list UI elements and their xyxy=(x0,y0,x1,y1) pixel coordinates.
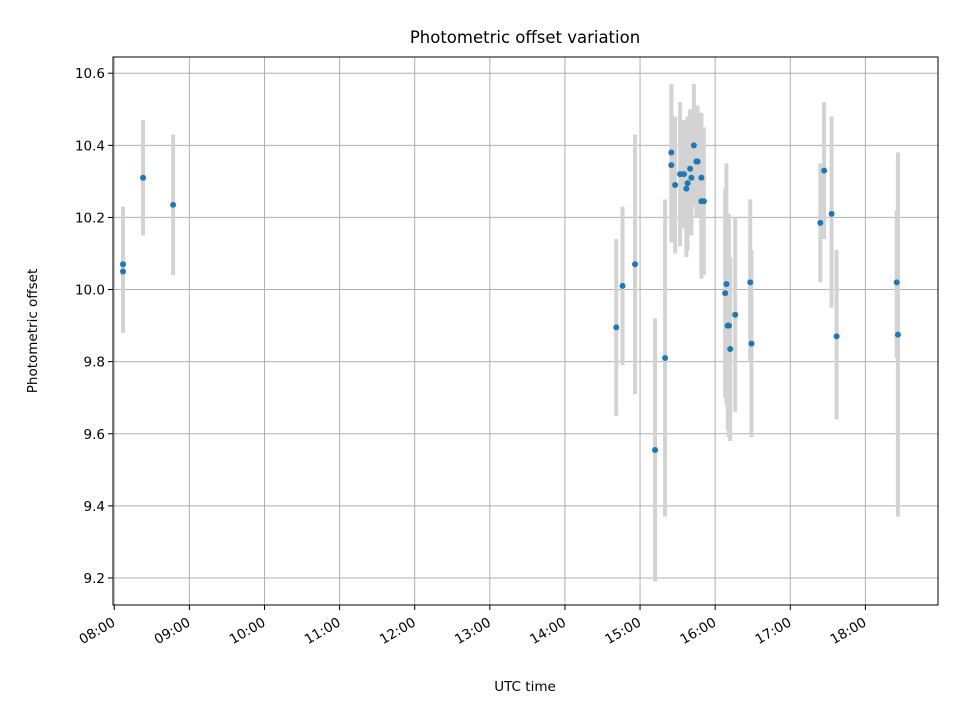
data-point xyxy=(684,180,691,187)
y-tick-label: 10.6 xyxy=(75,66,105,82)
data-point xyxy=(170,201,177,208)
data-point xyxy=(668,149,675,156)
plot-frame xyxy=(112,56,939,606)
data-point xyxy=(683,185,690,192)
y-tick-label: 9.6 xyxy=(84,427,105,443)
data-point xyxy=(893,279,900,286)
data-point xyxy=(652,446,659,453)
data-point xyxy=(662,355,669,362)
data-point xyxy=(672,181,679,188)
data-point xyxy=(694,158,701,165)
x-axis-ticks: 08:00 09:00 10:00 11:00 12:00 13:00 14:00 15:00… xyxy=(77,605,870,648)
data-point xyxy=(680,171,687,178)
data-point xyxy=(894,331,901,338)
x-tick-label: 10:00 xyxy=(227,615,269,648)
y-tick-label: 10.2 xyxy=(75,210,105,226)
x-axis-label: UTC time xyxy=(494,679,556,695)
data-point xyxy=(690,142,697,149)
x-tick-label: 08:00 xyxy=(77,615,119,648)
y-tick-label: 10.0 xyxy=(75,283,105,299)
x-tick-label: 09:00 xyxy=(152,615,194,648)
data-point xyxy=(613,324,620,331)
data-points xyxy=(120,142,901,453)
data-point xyxy=(120,261,127,268)
data-point xyxy=(817,219,824,226)
data-point xyxy=(698,174,705,181)
x-tick-label: 18:00 xyxy=(828,615,870,648)
data-point xyxy=(722,290,729,297)
x-tick-label: 17:00 xyxy=(753,615,795,648)
x-tick-label: 14:00 xyxy=(527,615,569,648)
y-tick-label: 9.4 xyxy=(84,499,105,515)
data-point xyxy=(632,261,639,268)
data-point xyxy=(688,174,695,181)
data-point xyxy=(725,322,732,329)
data-point xyxy=(732,311,739,318)
data-point xyxy=(833,333,840,340)
y-axis-ticks: 9.2 9.4 9.6 9.8 10.0 10.2 10.4 10.6 xyxy=(75,66,113,587)
x-tick-label: 12:00 xyxy=(377,615,419,648)
x-tick-label: 13:00 xyxy=(452,615,494,648)
y-axis-label: Photometric offset xyxy=(25,269,41,393)
grid-lines xyxy=(113,57,938,605)
plot-background xyxy=(113,57,938,605)
data-point xyxy=(120,268,127,275)
data-point xyxy=(723,281,730,288)
data-point xyxy=(140,174,147,181)
x-tick-label: 15:00 xyxy=(602,615,644,648)
data-point xyxy=(687,165,694,172)
data-point xyxy=(619,282,626,289)
x-tick-label: 16:00 xyxy=(677,615,719,648)
data-point xyxy=(821,167,828,174)
y-tick-label: 9.2 xyxy=(84,571,105,587)
data-point xyxy=(748,340,755,347)
data-point xyxy=(828,210,835,217)
data-point xyxy=(700,198,707,205)
data-point xyxy=(727,346,734,353)
y-tick-label: 9.8 xyxy=(84,355,105,371)
data-point xyxy=(747,279,754,286)
y-tick-label: 10.4 xyxy=(75,138,105,154)
data-point xyxy=(668,162,675,169)
x-tick-label: 11:00 xyxy=(302,615,344,648)
chart-title: Photometric offset variation xyxy=(410,28,640,47)
